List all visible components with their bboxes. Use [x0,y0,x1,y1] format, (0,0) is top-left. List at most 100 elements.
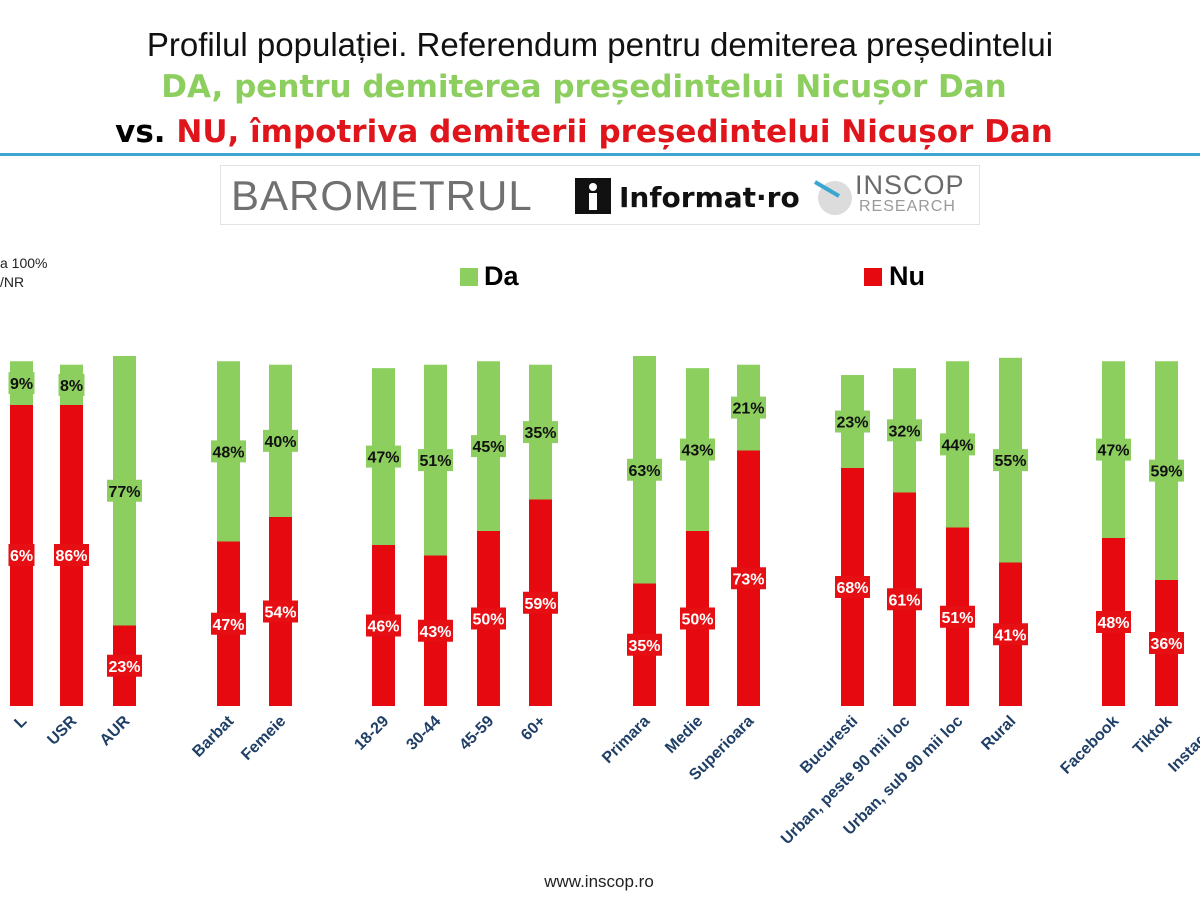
x-tick-label-60: 60+ [518,713,549,744]
label-da-bucuresti-bg [835,410,870,433]
label-nu-barbat-bg [211,612,246,635]
label-nu-pnl-bg [8,544,35,566]
legend-nu-label: Nu [889,261,925,291]
label-nu-femeie: 54% [264,605,296,622]
x-tick-label-tiktok: Tiktok [1130,713,1175,758]
label-da-30-44-bg [418,449,453,472]
label-nu-urban-peste-90-mii-loc-bg [887,588,922,611]
label-nu-primara: 35% [628,638,660,655]
label-da-rural: 55% [994,453,1026,470]
label-nu-primara-bg [627,633,662,656]
label-da-45-59: 45% [472,439,504,456]
note-line-1: a 100% [0,255,48,271]
inscop-logo-icon [813,180,852,215]
inscop-logo-subtitle: RESEARCH [859,198,956,215]
x-tick-label-pnl: L [11,713,30,732]
label-da-primara: 63% [628,463,660,480]
informat-logo: Informat·ro [619,181,800,214]
label-nu-facebook-bg [1096,611,1131,633]
label-nu-urban-sub-90-mii-loc: 51% [941,610,973,627]
label-nu-30-44: 43% [419,624,451,641]
label-da-femeie-bg [263,429,298,452]
label-nu-tiktok: 36% [1150,636,1182,653]
title-rule [0,153,1200,156]
x-tick-label-primara: Primara [599,713,653,767]
label-nu-30-44-bg [418,619,453,642]
legend-nu-swatch [864,268,882,286]
label-da-barbat: 48% [212,444,244,461]
logo-banner: BAROMETRUL Informat·ro INSCOP RESEARCH [221,166,979,224]
label-da-urban-peste-90-mii-loc-bg [887,419,922,442]
label-nu-aur-bg [107,654,142,677]
stacked-bar-chart: 9% 6% L 8% 86% USR 77% 23% AUR 48% 47% Barbat 40% 54%… [8,356,1200,848]
label-nu-femeie-bg [263,600,298,623]
note-line-2: /NR [0,274,25,290]
label-nu-usr-bg [54,544,89,566]
label-nu-urban-sub-90-mii-loc-bg [940,605,975,628]
legend-da-swatch [460,268,478,286]
label-nu-aur: 23% [108,659,140,676]
label-da-medie-bg [680,438,715,461]
x-tick-label-facebook: Facebook [1057,713,1122,778]
chart-title: Profilul populației. Referendum pentru d… [146,26,1054,63]
label-da-aur: 77% [108,484,140,501]
informat-logo-icon [575,178,611,214]
label-da-usr-bg [58,373,85,396]
label-nu-barbat: 47% [212,617,244,634]
label-da-facebook: 47% [1097,443,1129,460]
label-da-pnl-bg [8,372,35,395]
label-da-usr: 8% [60,378,83,395]
label-da-superioara-bg [731,396,766,419]
label-nu-facebook: 48% [1097,615,1129,632]
label-da-pnl: 9% [10,376,33,393]
label-da-femeie: 40% [264,434,296,451]
label-da-aur-bg [107,479,142,502]
label-nu-medie-bg [680,607,715,630]
label-da-urban-sub-90-mii-loc-bg [940,433,975,456]
label-nu-tiktok-bg [1149,632,1184,654]
label-da-barbat-bg [211,440,246,463]
label-nu-medie: 50% [681,612,713,629]
x-tick-label-30-44: 30-44 [403,713,444,754]
label-da-60: 35% [524,425,556,442]
label-nu-rural-bg [993,623,1028,646]
label-nu-45-59-bg [471,607,506,630]
legend-da-label: Da [484,261,519,291]
label-nu-18-29: 46% [367,619,399,636]
label-nu-superioara: 73% [732,571,764,588]
label-da-urban-peste-90-mii-loc: 32% [888,423,920,440]
x-tick-label-18-29: 18-29 [351,713,392,754]
x-tick-label-femeie: Femeie [238,713,289,764]
label-nu-usr: 86% [55,548,87,565]
label-nu-bucuresti: 68% [836,580,868,597]
label-da-45-59-bg [471,435,506,458]
label-nu-pnl: 6% [10,548,33,565]
label-da-urban-sub-90-mii-loc: 44% [941,437,973,454]
label-da-tiktok-bg [1149,459,1184,482]
footer-url[interactable]: www.inscop.ro [544,872,654,891]
x-tick-label-medie: Medie [662,713,706,757]
label-da-18-29-bg [366,445,401,468]
label-nu-rural: 41% [994,627,1026,644]
x-tick-label-45-59: 45-59 [456,713,497,754]
label-da-60-bg [523,421,558,444]
label-nu-superioara-bg [731,567,766,590]
chart-subtitle-nu: vs. NU, împotriva demiterii președintelu… [0,114,1168,150]
x-tick-label-aur: AUR [97,712,134,749]
label-da-18-29: 47% [367,450,399,467]
x-tick-label-rural: Rural [978,713,1019,754]
subtitle-vs: vs. [115,114,166,150]
label-da-primara-bg [627,458,662,481]
label-nu-18-29-bg [366,614,401,637]
label-da-superioara: 21% [732,401,764,418]
label-da-facebook-bg [1096,438,1131,461]
label-nu-45-59: 50% [472,612,504,629]
subtitle-nu-text: NU, împotriva demiterii președintelui Ni… [176,114,1053,150]
label-da-30-44: 51% [419,453,451,470]
label-da-medie: 43% [681,443,713,460]
barometru-logo: BAROMETRUL [231,172,533,219]
label-da-bucuresti: 23% [836,415,868,432]
label-da-rural-bg [993,449,1028,472]
label-da-tiktok: 59% [1150,464,1182,481]
inscop-logo-title: INSCOP [855,170,965,200]
